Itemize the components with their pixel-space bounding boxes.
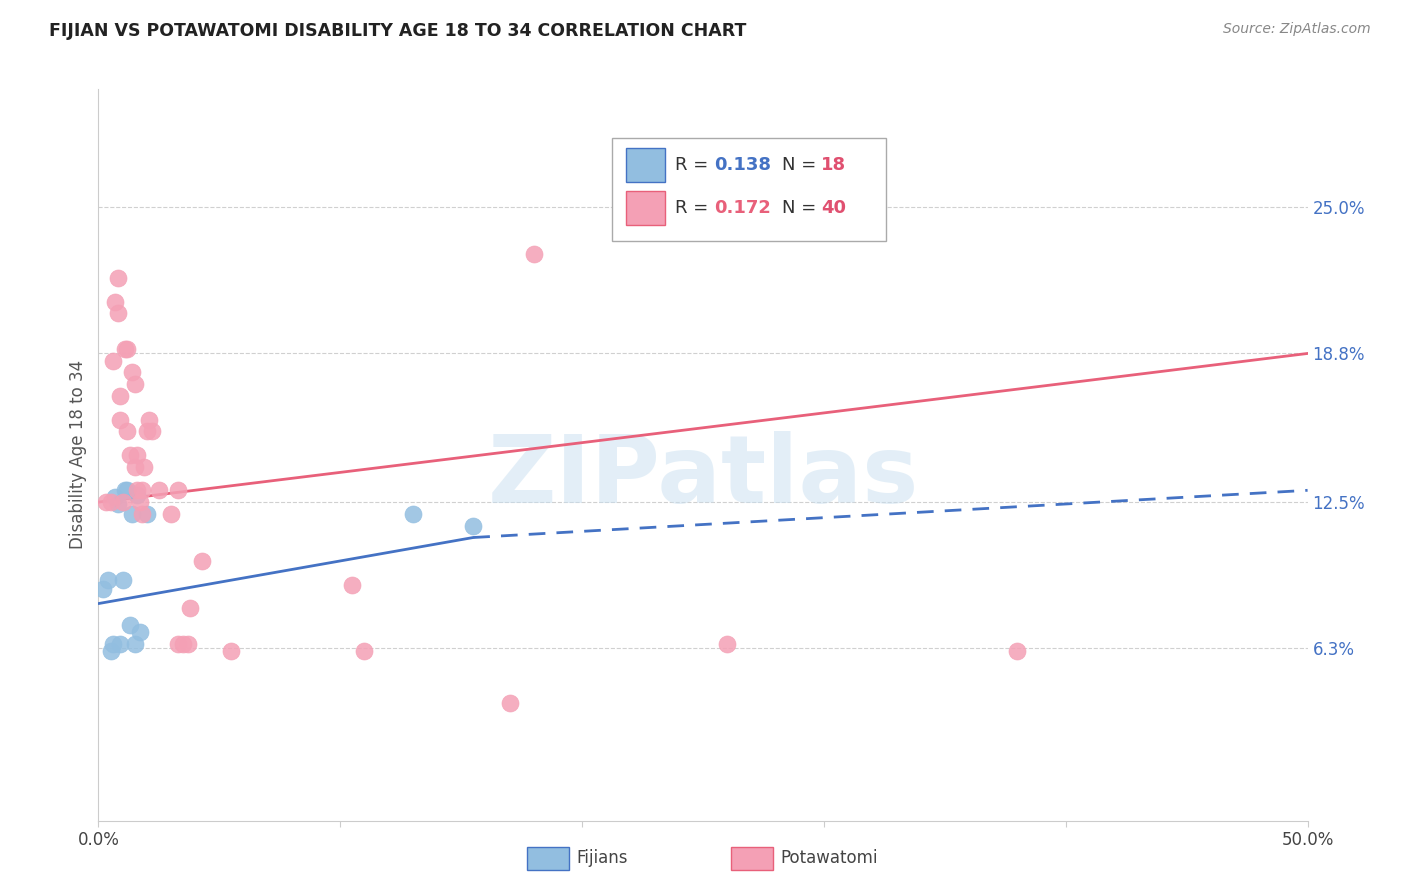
- Point: [111, 495, 134, 509]
- Text: N =: N =: [782, 199, 821, 217]
- Point: [124, 459, 146, 474]
- Point: [101, 637, 124, 651]
- Point: [124, 637, 146, 651]
- Point: [118, 448, 141, 462]
- Point: [141, 425, 163, 439]
- Point: [138, 412, 160, 426]
- Point: [91, 582, 114, 597]
- Point: [402, 507, 425, 521]
- Text: FIJIAN VS POTAWATOMI DISABILITY AGE 18 TO 34 CORRELATION CHART: FIJIAN VS POTAWATOMI DISABILITY AGE 18 T…: [49, 22, 747, 40]
- Point: [716, 637, 738, 651]
- Y-axis label: Disability Age 18 to 34: Disability Age 18 to 34: [69, 360, 87, 549]
- Point: [127, 448, 149, 462]
- Text: Potawatomi: Potawatomi: [780, 849, 877, 867]
- Point: [353, 644, 375, 658]
- Point: [100, 495, 122, 509]
- Point: [114, 483, 136, 498]
- Point: [135, 425, 157, 439]
- Point: [172, 637, 194, 651]
- Point: [107, 271, 129, 285]
- Point: [121, 365, 143, 379]
- Text: Source: ZipAtlas.com: Source: ZipAtlas.com: [1223, 22, 1371, 37]
- Point: [107, 306, 129, 320]
- Point: [128, 624, 150, 639]
- Text: ZIPatlas: ZIPatlas: [488, 431, 918, 523]
- Point: [131, 483, 153, 498]
- Text: 18: 18: [821, 156, 846, 174]
- Point: [101, 353, 124, 368]
- Point: [167, 483, 190, 498]
- Point: [221, 644, 243, 658]
- Point: [117, 342, 139, 356]
- Point: [97, 573, 120, 587]
- Point: [179, 601, 201, 615]
- Point: [342, 577, 364, 591]
- Point: [1007, 644, 1029, 658]
- Point: [111, 573, 134, 587]
- Point: [117, 425, 139, 439]
- Point: [107, 498, 129, 512]
- Point: [117, 483, 139, 498]
- Point: [167, 637, 190, 651]
- Text: N =: N =: [782, 156, 821, 174]
- Point: [177, 637, 200, 651]
- Point: [135, 507, 157, 521]
- Point: [463, 518, 485, 533]
- Point: [104, 294, 127, 309]
- Point: [108, 637, 131, 651]
- Point: [191, 554, 214, 568]
- Text: 0.138: 0.138: [714, 156, 772, 174]
- Point: [498, 696, 520, 710]
- Point: [124, 377, 146, 392]
- Text: R =: R =: [675, 199, 714, 217]
- Point: [160, 507, 183, 521]
- Point: [127, 483, 149, 498]
- Point: [148, 483, 170, 498]
- Text: R =: R =: [675, 156, 714, 174]
- Text: 0.172: 0.172: [714, 199, 770, 217]
- Text: 40: 40: [821, 199, 846, 217]
- Point: [134, 459, 156, 474]
- Point: [131, 507, 153, 521]
- Point: [127, 488, 149, 502]
- Point: [100, 644, 122, 658]
- Point: [523, 247, 546, 261]
- Text: Fijians: Fijians: [576, 849, 628, 867]
- Point: [118, 617, 141, 632]
- Point: [114, 342, 136, 356]
- Point: [108, 412, 131, 426]
- Point: [108, 389, 131, 403]
- Point: [121, 507, 143, 521]
- Point: [94, 495, 117, 509]
- Point: [104, 491, 127, 505]
- Point: [128, 495, 150, 509]
